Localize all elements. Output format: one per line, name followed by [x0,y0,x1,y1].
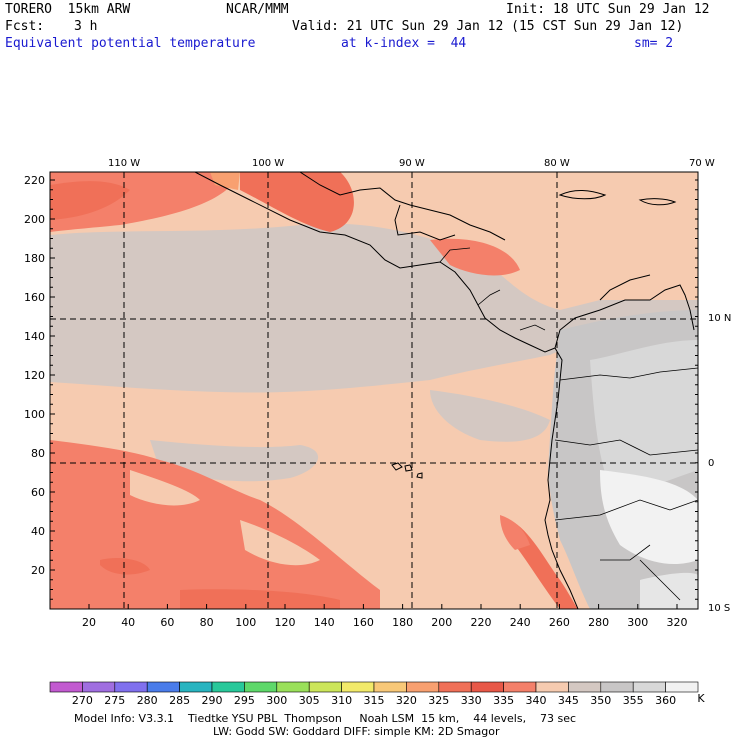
y-tick-label: 120 [24,369,45,382]
x-tick-label: 280 [588,616,609,629]
colorbar-swatch [211,681,245,693]
lat-label-10s: 10 S [708,603,731,614]
colorbar-swatch [308,681,342,693]
y-tick-label: 160 [24,291,45,304]
model-info: Model Info: V3.3.1 Tiedtke YSU PBL Thomp… [74,712,577,725]
colorbar-swatch [244,681,278,693]
physics-info: LW: Godd SW: Goddard DIFF: simple KM: 2D… [213,725,500,738]
lon-label-110w: 110 W [108,158,141,169]
x-tick-label: 40 [121,616,135,629]
x-tick-label: 60 [160,616,174,629]
colorbar-swatch [600,681,634,693]
lon-label-80w: 80 W [544,158,570,169]
colorbar-label: 300 [266,694,288,707]
y-tick-label: 80 [31,447,45,460]
colorbar-label: 285 [169,694,191,707]
map-frame [49,171,699,610]
y-tick-label: 100 [24,408,45,421]
field-name: Equivalent potential temperature [5,36,256,51]
colorbar-label: 330 [460,694,482,707]
x-tick-label: 180 [392,616,413,629]
colorbar-label: 355 [622,694,644,707]
colorbar-swatch [665,681,699,693]
x-tick-label: 260 [549,616,570,629]
level-info: at k-index = 44 [341,36,467,51]
colorbar-label: 305 [298,694,320,707]
x-tick-label: 100 [235,616,256,629]
colorbar-swatch [146,681,180,693]
lon-label-70w: 70 W [689,158,715,169]
colorbar-label: 320 [395,694,417,707]
x-tick-label: 320 [667,616,688,629]
y-tick-label: 220 [24,174,45,187]
colorbar-swatch [114,681,148,693]
forecast-hour: 3 h [74,19,98,34]
x-tick-label: 220 [471,616,492,629]
colorbar-swatch [535,681,569,693]
colorbar-swatch [470,681,504,693]
colorbar-swatch [341,681,375,693]
colorbar-swatch [179,681,213,693]
colorbar-label: 280 [136,694,158,707]
y-tick-label: 60 [31,486,45,499]
lat-label-0: 0 [708,458,715,469]
colorbar-swatch [632,681,666,693]
colorbar-label: 270 [71,694,93,707]
x-tick-label: 120 [275,616,296,629]
x-tick-label: 160 [353,616,374,629]
borders [439,247,698,601]
colorbar-label: 295 [233,694,255,707]
valid-time: Valid: 21 UTC Sun 29 Jan 12 (15 CST Sun … [292,19,684,34]
x-tick-label: 300 [627,616,648,629]
x-tick-label: 200 [431,616,452,629]
y-tick-label: 40 [31,525,45,538]
colorbar-unit: K [697,692,705,705]
model-name: TORERO 15km ARW [5,2,131,17]
colorbar-label: 350 [590,694,612,707]
center-name: NCAR/MMM [226,2,289,17]
smoothing-info: sm= 2 [634,36,674,51]
colorbar-swatch [406,681,440,693]
colorbar-label: 325 [428,694,450,707]
x-tick-label: 80 [200,616,214,629]
coastlines [194,172,695,609]
lat-label-10n: 10 N [708,313,732,324]
colorbar-label: 360 [655,694,677,707]
y-tick-label: 200 [24,213,45,226]
colorbar-label: 340 [525,694,547,707]
colorbar-swatch [373,681,407,693]
lon-label-90w: 90 W [399,158,425,169]
theta-e-field [50,172,698,609]
colorbar-label: 335 [493,694,515,707]
graticule [50,172,698,609]
y-tick-label: 180 [24,252,45,265]
y-tick-label: 140 [24,330,45,343]
colorbar-label: 315 [363,694,385,707]
colorbar-swatch [568,681,602,693]
init-time: Init: 18 UTC Sun 29 Jan 12 [506,2,710,17]
x-axis: 20 40 60 80 100 120 140 160 180 200 220 240 260 280 30… [82,604,688,629]
x-tick-label: 20 [82,616,96,629]
colorbar-swatch [49,681,83,693]
x-tick-label: 240 [510,616,531,629]
colorbar-swatch [438,681,472,693]
colorbar-label: 310 [331,694,353,707]
y-tick-label: 20 [31,564,45,577]
colorbar-swatch [276,681,310,693]
colorbar-label: 345 [557,694,579,707]
y-axis: 220 200 180 160 140 120 100 80 60 40 20 [24,174,698,610]
x-tick-label: 140 [314,616,335,629]
colorbar-swatch [82,681,116,693]
colorbar [49,681,699,693]
colorbar-label: 290 [201,694,223,707]
lon-label-100w: 100 W [252,158,285,169]
forecast-label: Fcst: [5,19,45,34]
colorbar-label: 275 [104,694,126,707]
colorbar-swatch [503,681,537,693]
